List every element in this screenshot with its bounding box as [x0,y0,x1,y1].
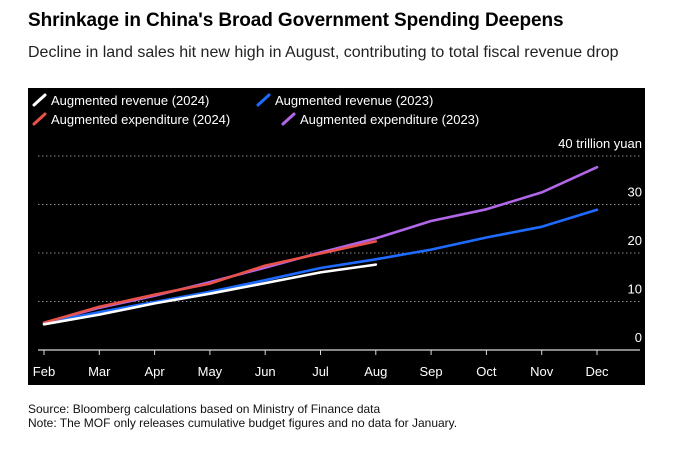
legend-swatch [281,112,296,126]
chart-footer: Source: Bloomberg calculations based on … [28,402,457,430]
series-line-augmented-revenue-2023 [42,208,599,325]
legend-label: Augmented revenue (2024) [51,93,209,108]
x-tick-label: Sep [420,364,443,379]
y-tick-label: 0 [635,330,642,345]
series-line-augmented-expenditure-2024 [42,240,378,325]
x-tick-label: Apr [144,364,165,379]
legend-swatch [32,112,47,126]
legend-swatch [256,93,271,107]
y-tick-label: 20 [628,233,642,248]
x-tick-label: Jun [255,364,276,379]
chart-subtitle: Decline in land sales hit new high in Au… [28,44,619,61]
x-tick-label: May [198,364,223,379]
methodology-note: Note: The MOF only releases cumulative b… [28,416,458,430]
legend-label: Augmented revenue (2023) [275,93,433,108]
x-tick-label: Jul [312,364,329,379]
legend-label: Augmented expenditure (2024) [51,112,230,127]
y-tick-label: 30 [628,185,642,200]
y-tick-label: 10 [628,282,642,297]
x-tick-label: Mar [88,364,111,379]
line-chart: 0 10 20 30 40 trillion yuan Feb Mar Apr May Jun Ju… [32,93,642,379]
y-tick-label: 40 trillion yuan [558,136,642,151]
series-line-augmented-revenue-2024 [42,263,378,326]
x-tick-label: Oct [476,364,497,379]
x-tick-label: Nov [530,364,554,379]
legend-label: Augmented expenditure (2023) [300,112,479,127]
chart-title: Shrinkage in China's Broad Government Sp… [28,10,564,31]
x-tick-label: Aug [364,364,387,379]
source-note: Source: Bloomberg calculations based on … [28,402,381,416]
legend-swatch [32,93,47,107]
chart-area: 0 10 20 30 40 trillion yuan Feb Mar Apr May Jun Ju… [28,88,645,385]
x-tick-label: Feb [33,364,55,379]
x-tick-label: Dec [585,364,609,379]
